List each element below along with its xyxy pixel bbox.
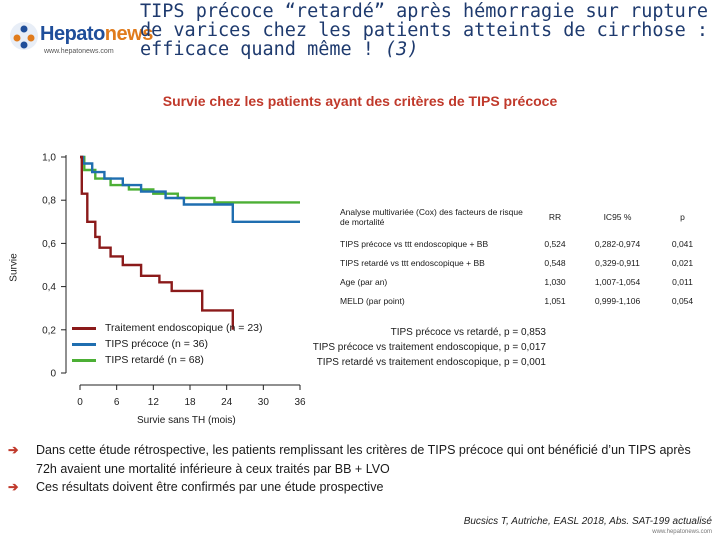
series-traitement-endoscopique-line (80, 155, 235, 330)
y-tick-label: 0,8 (42, 196, 56, 207)
table-header-cell: Analyse multivariée (Cox) des facteurs d… (340, 207, 523, 227)
logo-url: www.hepatonews.com (44, 48, 114, 55)
table-cell: 0,329-0,911 (595, 257, 640, 268)
x-tick-label: 30 (258, 397, 270, 408)
legend-item-precoce: TIPS précoce (n = 36) (72, 336, 263, 352)
table-cell: 0,054 (671, 295, 694, 306)
table-header-row: Analyse multivariée (Cox) des facteurs d… (340, 200, 710, 234)
chart-legend: Traitement endoscopique (n = 23) TIPS pr… (72, 320, 263, 368)
table-row: TIPS retardé vs ttt endoscopique + BB 0,… (340, 253, 710, 272)
p-value-line: TIPS précoce vs retardé, p = 0,853 (390, 327, 546, 338)
table-cell: 1,051 (544, 295, 566, 306)
logo: Hepatonews www.hepatonews.com (8, 12, 153, 60)
legend-label: TIPS précoce (n = 36) (105, 338, 209, 350)
p-value-line: TIPS retardé vs traitement endoscopique,… (316, 357, 546, 368)
table-cell: Age (par an) (340, 276, 388, 287)
bullet-text: Dans cette étude rétrospective, les pati… (36, 443, 691, 476)
p-value-line: TIPS précoce vs traitement endoscopique,… (312, 342, 546, 353)
table-cell: MELD (par point) (340, 295, 405, 306)
table-cell: 0,999-1,106 (594, 295, 641, 306)
x-tick-label: 36 (294, 397, 306, 408)
x-tick-label: 0 (77, 397, 83, 408)
x-axis-label: Survie sans TH (mois) (137, 415, 236, 426)
title-line-3a: efficace quand même ! (140, 39, 374, 60)
x-tick-label: 12 (148, 397, 160, 408)
conclusion-bullets: ➔ Dans cette étude rétrospective, les pat… (8, 441, 713, 497)
page-title: TIPS précoce “retardé” après hémorragie … (140, 2, 715, 59)
title-line-3: efficace quand même ! (3) (140, 40, 715, 59)
y-tick-label: 1,0 (42, 153, 56, 164)
series-tips-precoce-line (80, 155, 300, 224)
legend-label: TIPS retardé (n = 68) (105, 354, 204, 366)
arrow-right-icon: ➔ (8, 443, 19, 457)
title-line-1: TIPS précoce “retardé” après hémorragie … (140, 1, 709, 22)
table-cell: 1,007-1,054 (594, 276, 641, 287)
table-cell: 0,524 (544, 238, 566, 249)
logo-name: Hepatonews (40, 23, 153, 46)
chart-title: Survie chez les patients ayant des critè… (162, 93, 558, 109)
table-cell: TIPS précoce vs ttt endoscopique + BB (340, 238, 489, 249)
logo-mark-icon (10, 22, 38, 50)
table-row: TIPS précoce vs ttt endoscopique + BB 0,… (340, 234, 710, 253)
table-header-cell: IC95 % (603, 212, 632, 222)
bullet-item: ➔ Ces résultats doivent être confirmés pa… (8, 478, 713, 497)
legend-swatch (72, 342, 96, 346)
footer-url: www.hepatonews.com (652, 529, 712, 535)
cox-analysis-table: Analyse multivariée (Cox) des facteurs d… (340, 200, 710, 310)
table-row: Age (par an) 1,030 1,007-1,054 0,011 (340, 272, 710, 291)
table-cell: 1,030 (544, 276, 566, 287)
table-cell: 0,548 (544, 257, 566, 268)
arrow-right-icon: ➔ (8, 480, 19, 494)
table-header-cell: p (680, 212, 685, 222)
x-tick-label: 24 (221, 397, 233, 408)
table-cell: 0,282-0,974 (594, 238, 641, 249)
series-tips-retarde-line (80, 155, 300, 204)
legend-swatch (72, 358, 96, 362)
title-ref: (3) (385, 39, 419, 60)
logo-name-b: news (104, 23, 154, 45)
p-values: TIPS précoce vs retardé, p = 0,853 TIPS … (250, 325, 546, 370)
table-cell: TIPS retardé vs ttt endoscopique + BB (340, 257, 485, 268)
table-cell: 0,021 (671, 257, 694, 268)
legend-item-retarde: TIPS retardé (n = 68) (72, 352, 263, 368)
y-tick-label: 0,2 (42, 325, 56, 336)
y-axis-label: Survie (8, 253, 20, 282)
legend-label: Traitement endoscopique (n = 23) (105, 322, 263, 334)
reference: Bucsics T, Autriche, EASL 2018, Abs. SAT… (463, 516, 712, 527)
bullet-text: Ces résultats doivent être confirmés par… (36, 480, 384, 494)
table-cell: 0,041 (671, 238, 694, 249)
legend-item-traitement: Traitement endoscopique (n = 23) (72, 320, 263, 336)
table-row: MELD (par point) 1,051 0,999-1,106 0,054 (340, 291, 710, 310)
table-cell: 0,011 (672, 276, 693, 287)
y-tick-label: 0 (50, 369, 56, 380)
y-tick-label: 0,4 (42, 282, 56, 293)
x-tick-label: 18 (184, 397, 196, 408)
bullet-item: ➔ Dans cette étude rétrospective, les pat… (8, 441, 713, 478)
x-tick-label: 6 (114, 397, 120, 408)
legend-swatch (72, 326, 96, 330)
title-line-2: de varices chez les patients atteints de… (140, 20, 709, 41)
table-header-cell: RR (548, 212, 562, 222)
y-tick-label: 0,6 (42, 239, 56, 250)
logo-name-a: Hepato (40, 23, 105, 45)
